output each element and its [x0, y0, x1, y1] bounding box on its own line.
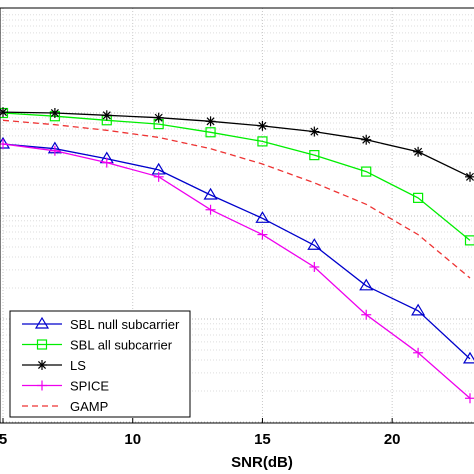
legend-label: GAMP [70, 399, 108, 414]
series-line [2, 143, 471, 399]
x-axis-title: SNR(dB) [231, 454, 293, 471]
x-tick-label: 20 [384, 431, 401, 448]
series-spice [0, 139, 474, 404]
square-marker [464, 235, 474, 246]
square-marker [361, 166, 372, 177]
triangle-marker [462, 351, 474, 364]
series-sbl-all-subcarrier [0, 107, 474, 246]
series-line [2, 111, 471, 178]
series-group [0, 107, 474, 404]
plus-marker [309, 261, 320, 272]
legend-item-gamp: GAMP [22, 399, 108, 414]
triangle-marker [359, 278, 374, 291]
plus-marker [101, 157, 112, 168]
legend-item-sbl-all-subcarrier: SBL all subcarrier [22, 338, 173, 353]
series-line [2, 143, 471, 360]
x-axis: 5 10 15 20 [0, 418, 401, 448]
legend-item-sbl-null-subcarrier: SBL null subcarrier [22, 316, 180, 332]
plus-marker [257, 229, 268, 240]
series-gamp [2, 119, 471, 279]
plus-marker [205, 204, 216, 215]
asterisk-marker [49, 108, 60, 118]
triangle-marker [34, 316, 50, 329]
asterisk-marker [153, 112, 164, 123]
legend-label: SBL null subcarrier [70, 317, 180, 332]
asterisk-marker [0, 107, 8, 118]
series-line [2, 119, 471, 279]
asterisk-marker [309, 126, 320, 137]
plus-marker [361, 309, 372, 320]
square-marker [36, 339, 48, 350]
legend-label: SPICE [70, 379, 109, 394]
triangle-marker [411, 303, 426, 316]
plus-marker [413, 347, 424, 358]
legend-label: SBL all subcarrier [70, 338, 173, 353]
asterisk-marker [413, 146, 424, 157]
triangle-marker [307, 238, 322, 250]
asterisk-marker [465, 171, 474, 182]
legend-item-ls: LS [22, 358, 86, 373]
asterisk-marker [101, 110, 112, 121]
plot-frame [0, 7, 474, 424]
x-tick-label: 5 [0, 431, 7, 448]
legend-label: LS [70, 358, 86, 373]
asterisk-marker [257, 120, 268, 131]
asterisk-marker [361, 134, 372, 145]
asterisk-marker [205, 116, 216, 127]
series-ls [0, 107, 474, 182]
legend-item-spice: SPICE [22, 379, 109, 394]
x-tick-label: 15 [254, 431, 271, 448]
legend-box [9, 310, 191, 418]
legend: SBL null subcarrier SBL all subcarrier LS S… [9, 310, 191, 418]
square-marker [257, 136, 268, 147]
triangle-marker [203, 187, 218, 200]
plus-marker [153, 171, 164, 182]
plus-marker [0, 139, 8, 150]
grid [0, 8, 474, 423]
plus-marker [49, 145, 60, 156]
plus-marker [465, 393, 474, 404]
square-marker [205, 127, 216, 138]
square-marker [413, 192, 424, 203]
plus-marker [37, 380, 47, 391]
x-tick-label: 10 [124, 431, 141, 448]
asterisk-marker [37, 360, 47, 370]
series-line [2, 112, 471, 241]
square-marker [309, 150, 320, 161]
triangle-marker [255, 211, 270, 223]
